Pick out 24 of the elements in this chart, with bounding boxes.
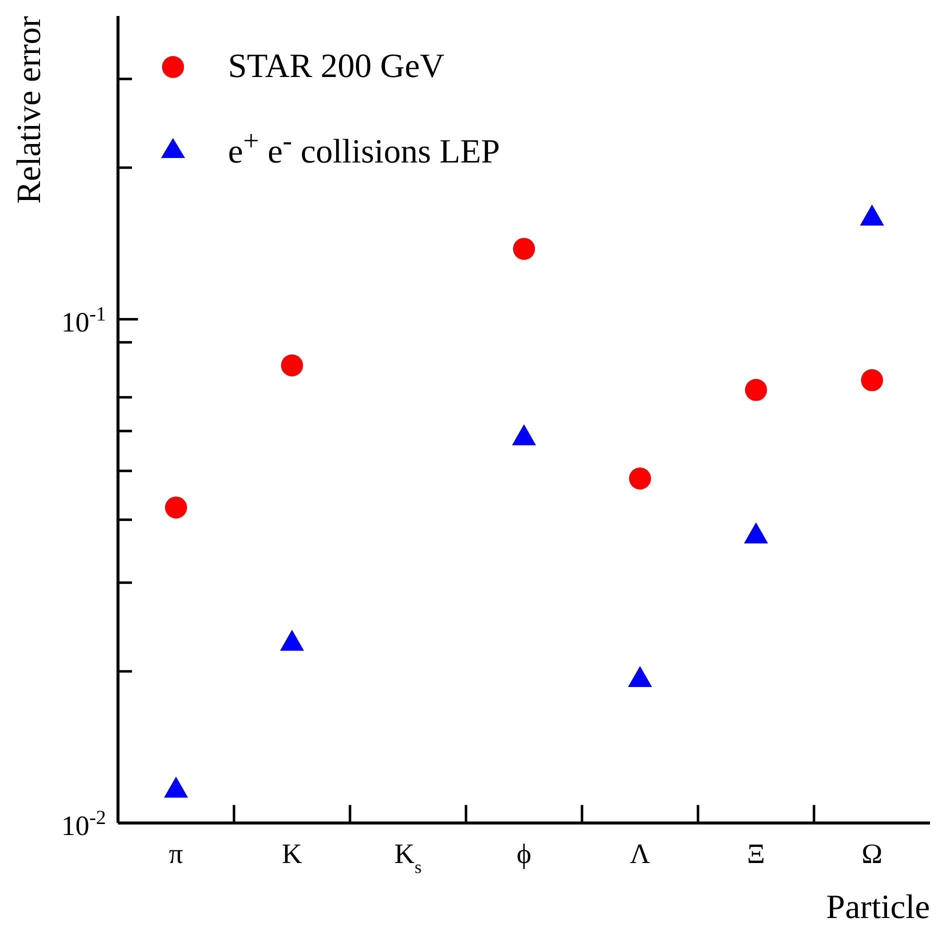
x-tick-label: ϕ [516, 839, 532, 870]
y-axis-title: Relative error [11, 15, 48, 204]
point [744, 522, 768, 544]
point [628, 666, 652, 688]
legend-label: STAR 200 GeV [228, 48, 444, 86]
point [281, 354, 303, 376]
x-tick-label: π [168, 839, 184, 870]
x-tick-label: K$_{s}$ [394, 839, 422, 877]
point [164, 776, 188, 798]
point [165, 496, 187, 518]
x-tick-label: K [282, 839, 302, 870]
legend-label: e$^{+}$ e$^{-}$ collisions LEP [228, 126, 500, 172]
x-tick-label: Λ [630, 839, 651, 870]
y-tick-label: 10$^{-1}$ [61, 303, 106, 338]
x-tick-label: Ξ [746, 839, 766, 870]
point [280, 630, 304, 651]
point [629, 467, 651, 490]
point [861, 369, 883, 392]
y-tick-label: 10$^{-2}$ [61, 807, 106, 842]
point [512, 424, 536, 446]
point [513, 238, 535, 260]
point [745, 378, 767, 401]
x-tick-label: Ω [862, 839, 882, 870]
x-axis-title: Particle [826, 889, 930, 926]
